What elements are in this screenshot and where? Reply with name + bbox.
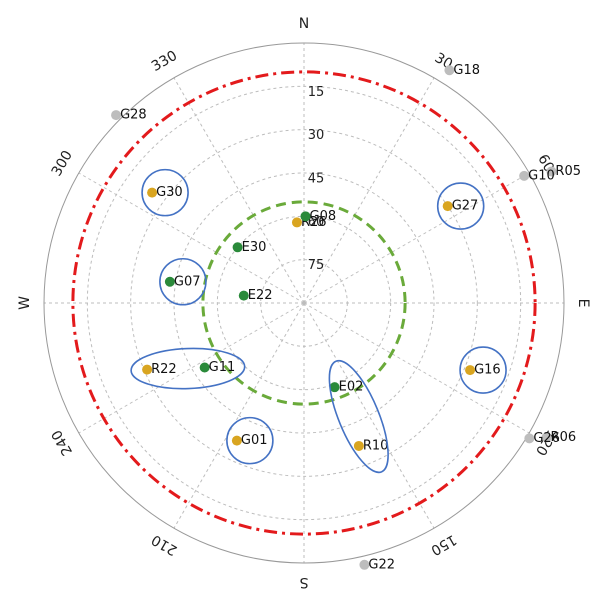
elevation-masks bbox=[71, 70, 537, 536]
elevation-ring bbox=[86, 85, 522, 521]
elevation-label: 75 bbox=[308, 258, 325, 273]
green-elevation-mask bbox=[201, 200, 407, 406]
satellite-label: G01 bbox=[241, 433, 268, 448]
satellite-marker bbox=[164, 276, 175, 287]
satellite-marker bbox=[300, 211, 311, 222]
satellite-marker bbox=[444, 65, 455, 76]
satellite-label: G27 bbox=[452, 199, 479, 214]
satellite-label: G18 bbox=[453, 63, 480, 78]
satellite-marker bbox=[147, 187, 158, 198]
satellite-label: G28 bbox=[120, 108, 147, 123]
satellite-marker bbox=[353, 440, 364, 451]
satellite-label: G30 bbox=[156, 185, 183, 200]
azimuth-label: 210 bbox=[149, 531, 180, 558]
satellite-marker bbox=[231, 435, 242, 446]
satellite-marker bbox=[546, 166, 557, 177]
satellite-marker bbox=[442, 201, 453, 212]
highlights bbox=[130, 168, 507, 474]
satellite-marker bbox=[232, 242, 243, 253]
satellite-label: E30 bbox=[242, 240, 267, 255]
azimuth-label: 300 bbox=[49, 148, 76, 179]
azimuth-label: 330 bbox=[149, 48, 180, 75]
polar-grid bbox=[43, 42, 565, 564]
red-elevation-mask bbox=[71, 70, 537, 536]
satellite-marker bbox=[465, 365, 476, 376]
satellite-label: G10 bbox=[528, 168, 555, 183]
azimuth-label: 150 bbox=[428, 531, 459, 558]
elevation-ring bbox=[216, 215, 392, 391]
highlight-circle bbox=[226, 416, 274, 465]
elevation-label: 45 bbox=[308, 172, 325, 187]
satellite-marker bbox=[199, 362, 210, 373]
satellite-label: G11 bbox=[209, 360, 236, 375]
satellite-label: G22 bbox=[368, 557, 395, 572]
azimuth-gridline bbox=[303, 302, 435, 529]
satellite-label: G16 bbox=[474, 363, 501, 378]
azimuth-label: W bbox=[17, 296, 33, 310]
azimuth-label: 240 bbox=[49, 427, 76, 458]
satellite-label: R22 bbox=[151, 362, 177, 377]
azimuth-gridline bbox=[78, 302, 305, 434]
satellite-label: E02 bbox=[339, 380, 364, 395]
satellite-label: E22 bbox=[248, 288, 273, 303]
elevation-label: 30 bbox=[308, 128, 325, 143]
satellite-label: R06 bbox=[551, 430, 577, 445]
highlight-circle bbox=[436, 182, 485, 230]
satellite-marker bbox=[142, 364, 153, 375]
satellite-marker bbox=[359, 559, 370, 570]
highlight-circle bbox=[159, 257, 207, 306]
satellite-label: G07 bbox=[174, 274, 201, 289]
satellite-marker bbox=[541, 432, 552, 443]
satellite-label: G26 bbox=[533, 431, 560, 446]
azimuth-label: E bbox=[575, 299, 591, 308]
azimuth-gridline bbox=[303, 302, 530, 434]
satellite-marker bbox=[291, 217, 302, 228]
azimuth-label: S bbox=[299, 574, 308, 590]
satellite-label: R05 bbox=[555, 164, 581, 179]
highlight-circle bbox=[141, 168, 189, 217]
elevation-ring bbox=[130, 129, 478, 477]
horizon-ring bbox=[43, 42, 565, 564]
satellite-marker bbox=[329, 382, 340, 393]
satellite-label: R10 bbox=[363, 438, 389, 453]
satellite-marker bbox=[238, 290, 249, 301]
highlight-ellipse bbox=[130, 347, 246, 390]
elevation-ring bbox=[260, 259, 348, 347]
elevation-label: 15 bbox=[308, 85, 325, 100]
satellite-marker bbox=[519, 170, 530, 181]
azimuth-label: N bbox=[299, 16, 309, 32]
satellite-marker bbox=[111, 110, 122, 121]
highlight-ellipse bbox=[328, 359, 389, 474]
azimuth-gridline bbox=[303, 172, 530, 304]
satellite-label: G08 bbox=[310, 209, 337, 224]
satellite-marker bbox=[524, 433, 535, 444]
highlight-circle bbox=[459, 346, 507, 394]
elevation-label: 60 bbox=[308, 215, 325, 230]
azimuth-gridline bbox=[173, 77, 305, 304]
